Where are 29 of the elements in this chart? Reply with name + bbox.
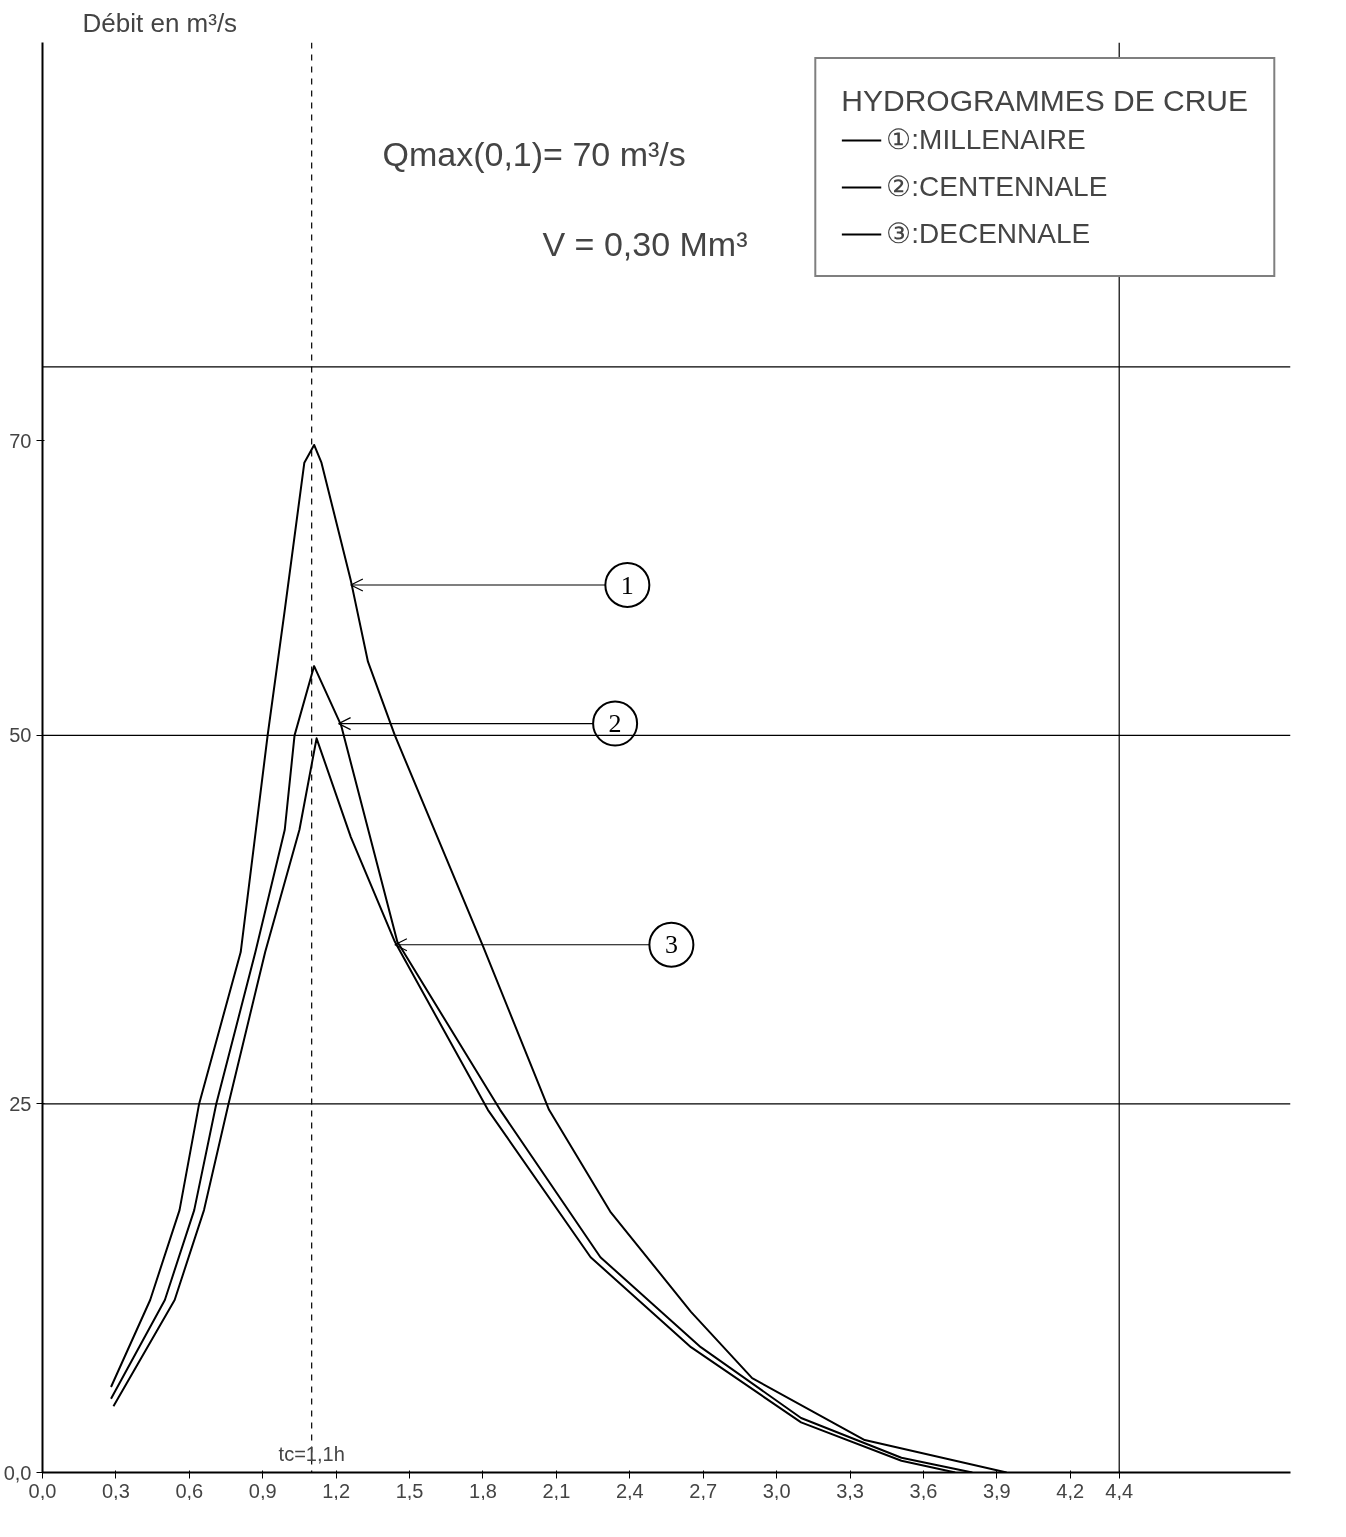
y-tick-label: 50 <box>9 724 32 747</box>
x-tick-label: 0,9 <box>248 1479 277 1502</box>
x-tick-label: 3,3 <box>836 1479 864 1502</box>
annotation: 1 <box>620 570 634 600</box>
annotation: 2 <box>608 709 622 739</box>
y-axis-title: Débit en m³/s <box>82 7 238 38</box>
x-tick-label: 3,6 <box>909 1479 938 1502</box>
x-tick-label: 2,4 <box>615 1479 644 1502</box>
x-tick-label: 3,9 <box>982 1479 1011 1502</box>
y-tick-label: 70 <box>9 429 32 452</box>
legend-title: HYDROGRAMMES DE CRUE <box>841 84 1248 118</box>
x-tick-label: 3,0 <box>762 1479 791 1502</box>
annotation: Qmax(0,1)= 70 m³/s <box>382 134 686 173</box>
annotation: 3 <box>664 930 678 960</box>
x-tick-label: 2,1 <box>542 1479 571 1502</box>
x-tick-label: 0,6 <box>175 1479 204 1502</box>
annotation: V = 0,30 Mm³ <box>542 224 748 263</box>
x-tick-label: 1,2 <box>322 1479 351 1502</box>
y-tick-label: 25 <box>9 1092 32 1115</box>
x-tick-label: 0,3 <box>102 1479 130 1502</box>
x-tick-label: 4,4 <box>1105 1479 1134 1502</box>
legend-label: ①:MILLENAIRE <box>886 123 1086 156</box>
x-tick-label: 4,2 <box>1056 1479 1085 1502</box>
x-tick-label: 1,5 <box>395 1479 424 1502</box>
x-tick-label: 2,7 <box>689 1479 718 1502</box>
legend-label: ③:DECENNALE <box>886 217 1091 250</box>
ref-line-label: tc=1,1h <box>278 1442 345 1465</box>
legend-label: ②:CENTENNALE <box>886 170 1108 203</box>
x-tick-label: 1,8 <box>469 1479 497 1502</box>
